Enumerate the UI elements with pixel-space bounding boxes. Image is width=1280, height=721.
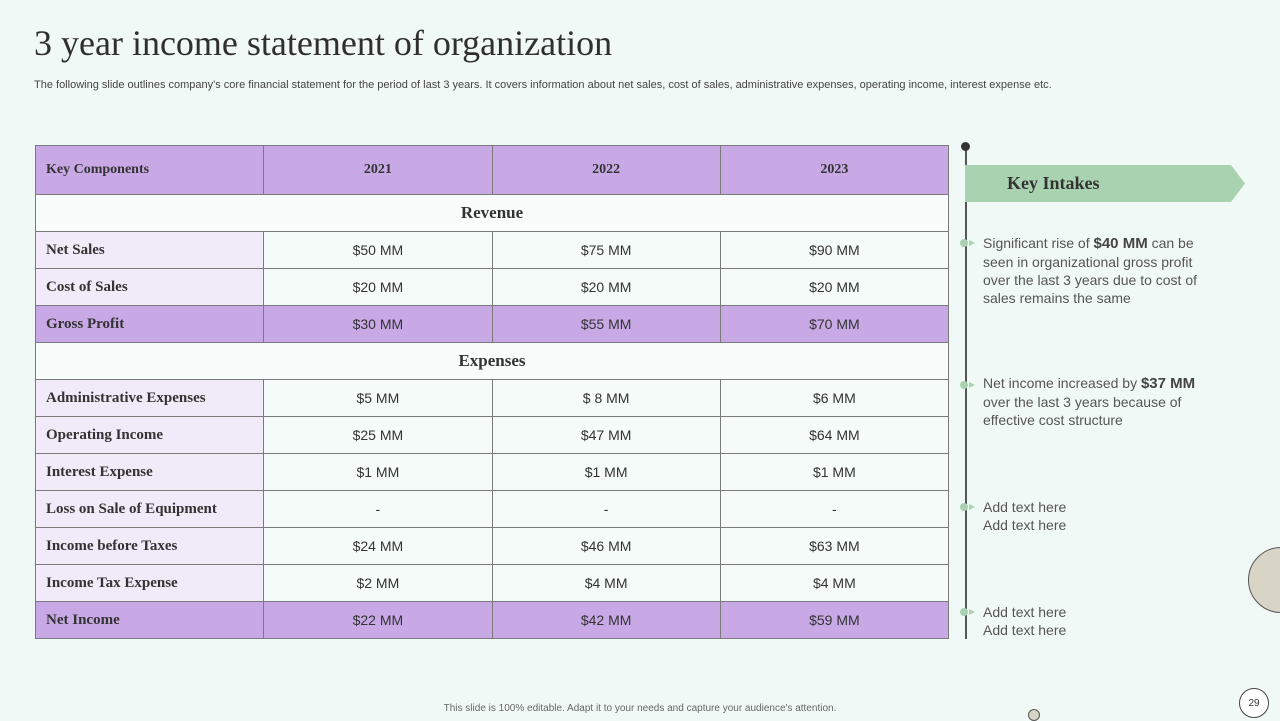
cell-2022: $4 MM — [491, 564, 721, 602]
row-label: Operating Income — [34, 416, 265, 454]
header-key-components: Key Components — [34, 145, 265, 195]
section-row-revenue: Revenue — [35, 194, 949, 232]
table-row-loss-on-sale-of-equipment: Loss on Sale of Equipment - - - — [34, 490, 950, 528]
section-label-expenses: Expenses — [35, 342, 949, 380]
key-intake-item-1: Significant rise of $40 MM can be seen i… — [983, 234, 1223, 307]
key-intake-item-3: Add text here Add text here — [983, 498, 1223, 534]
intake-text: Add text here — [983, 517, 1067, 533]
bullet-marker-icon — [960, 381, 976, 389]
row-label: Interest Expense — [34, 453, 265, 491]
cell-2022: $75 MM — [491, 231, 721, 269]
page-number: 29 — [1239, 688, 1269, 718]
cell-2023: $59 MM — [719, 601, 950, 639]
section-row-expenses: Expenses — [35, 342, 949, 380]
key-intakes-banner: Key Intakes — [965, 165, 1245, 202]
table-row-gross-profit: Gross Profit $30 MM $55 MM $70 MM — [34, 305, 950, 343]
cell-2021: $30 MM — [263, 305, 493, 343]
key-intake-item-4: Add text here Add text here — [983, 603, 1223, 639]
table-row-net-sales: Net Sales $50 MM $75 MM $90 MM — [34, 231, 950, 269]
cell-2022: $ 8 MM — [491, 379, 721, 417]
row-label: Gross Profit — [34, 305, 265, 343]
row-label: Administrative Expenses — [34, 379, 265, 417]
intake-highlight: $37 MM — [1140, 375, 1196, 392]
cell-2021: $2 MM — [263, 564, 493, 602]
row-label: Income before Taxes — [34, 527, 265, 565]
key-intake-item-2: Net income increased by $37 MM over the … — [983, 374, 1223, 429]
decorative-circle — [1248, 547, 1280, 613]
cell-2023: $90 MM — [719, 231, 950, 269]
row-label: Net Income — [34, 601, 265, 639]
cell-2023: - — [719, 490, 950, 528]
row-label: Income Tax Expense — [34, 564, 265, 602]
intake-text: Add text here — [983, 604, 1067, 620]
cell-2021: - — [263, 490, 493, 528]
intake-text: Net income increased by — [983, 375, 1141, 391]
bullet-marker-icon — [960, 608, 976, 616]
table-row-income-tax-expense: Income Tax Expense $2 MM $4 MM $4 MM — [34, 564, 950, 602]
income-statement-table: Key Components 2021 2022 2023 Revenue Ne… — [34, 145, 950, 639]
cell-2023: $70 MM — [719, 305, 950, 343]
bullet-marker-icon — [960, 239, 976, 247]
key-intakes-title: Key Intakes — [1007, 173, 1100, 193]
cell-2022: $55 MM — [491, 305, 721, 343]
cell-2022: - — [491, 490, 721, 528]
cell-2021: $24 MM — [263, 527, 493, 565]
table-row-operating-income: Operating Income $25 MM $47 MM $64 MM — [34, 416, 950, 454]
table-row-interest-expense: Interest Expense $1 MM $1 MM $1 MM — [34, 453, 950, 491]
cell-2023: $4 MM — [719, 564, 950, 602]
intake-text: can be seen in organizational gross prof… — [983, 235, 1198, 306]
footer-note: This slide is 100% editable. Adapt it to… — [443, 703, 837, 714]
bullet-marker-icon — [960, 503, 976, 511]
table-row-net-income: Net Income $22 MM $42 MM $59 MM — [34, 601, 950, 639]
cell-2023: $20 MM — [719, 268, 950, 306]
cell-2022: $46 MM — [491, 527, 721, 565]
table-row-income-before-taxes: Income before Taxes $24 MM $46 MM $63 MM — [34, 527, 950, 565]
intake-highlight: $40 MM — [1093, 235, 1148, 252]
table-header-row: Key Components 2021 2022 2023 — [34, 145, 950, 195]
cell-2023: $63 MM — [719, 527, 950, 565]
cell-2022: $1 MM — [491, 453, 721, 491]
cell-2022: $20 MM — [491, 268, 721, 306]
row-label: Cost of Sales — [34, 268, 265, 306]
table-row-cost-of-sales: Cost of Sales $20 MM $20 MM $20 MM — [34, 268, 950, 306]
intake-text: Add text here — [983, 622, 1067, 638]
timeline-top-dot — [961, 142, 970, 151]
section-label-revenue: Revenue — [35, 194, 949, 232]
header-year-2021: 2021 — [263, 145, 493, 195]
table-row-administrative-expenses: Administrative Expenses $5 MM $ 8 MM $6 … — [34, 379, 950, 417]
cell-2021: $25 MM — [263, 416, 493, 454]
intake-text: Add text here — [983, 499, 1067, 515]
page-subtitle: The following slide outlines company's c… — [34, 79, 1052, 91]
cell-2021: $20 MM — [263, 268, 493, 306]
header-year-2022: 2022 — [491, 145, 721, 195]
row-label: Net Sales — [34, 231, 265, 269]
timeline-line — [965, 147, 967, 639]
cell-2022: $42 MM — [491, 601, 721, 639]
cell-2021: $1 MM — [263, 453, 493, 491]
cell-2021: $5 MM — [263, 379, 493, 417]
cell-2023: $64 MM — [719, 416, 950, 454]
intake-text: over the last 3 years because of effecti… — [983, 394, 1182, 428]
cell-2023: $6 MM — [719, 379, 950, 417]
cell-2021: $22 MM — [263, 601, 493, 639]
intake-text: Significant rise of — [983, 235, 1094, 251]
row-label: Loss on Sale of Equipment — [34, 490, 265, 528]
cell-2021: $50 MM — [263, 231, 493, 269]
cell-2022: $47 MM — [491, 416, 721, 454]
cell-2023: $1 MM — [719, 453, 950, 491]
header-year-2023: 2023 — [719, 145, 950, 195]
page-title: 3 year income statement of organization — [34, 23, 613, 63]
